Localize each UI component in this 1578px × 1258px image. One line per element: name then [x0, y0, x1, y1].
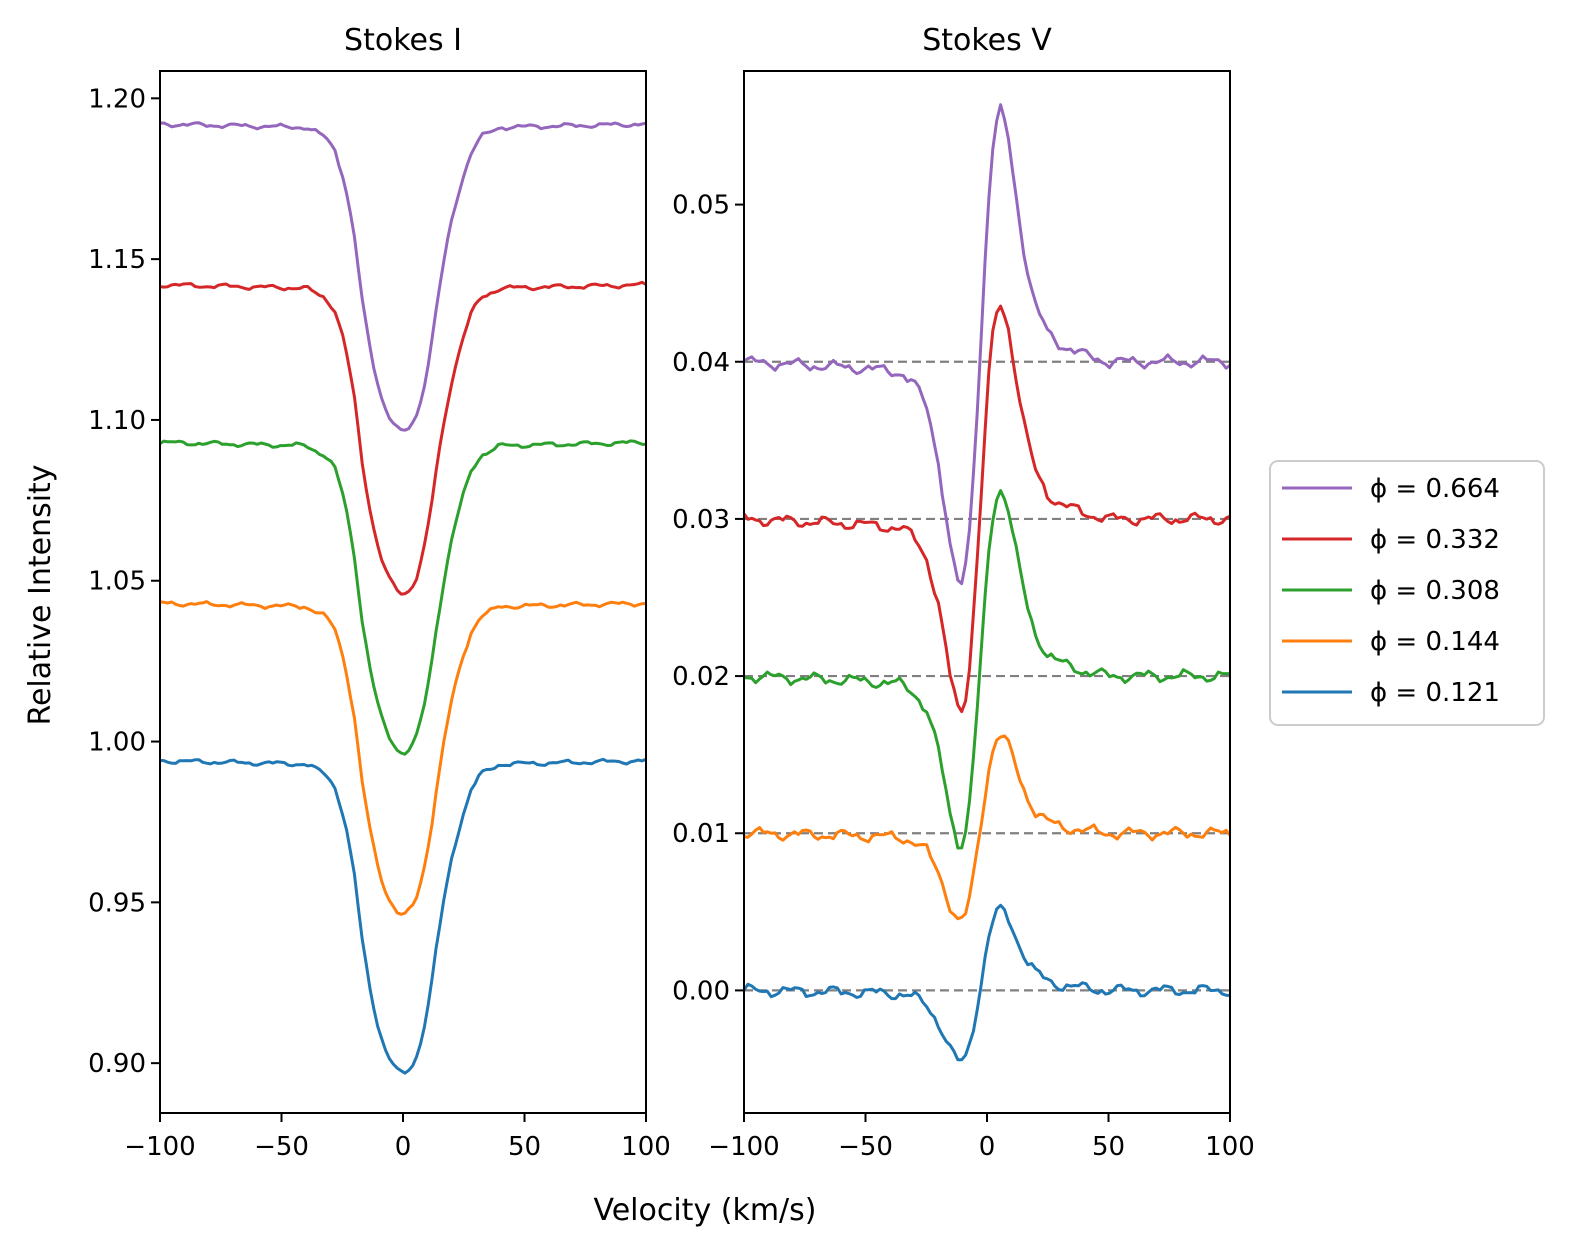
stokes-v-y-tick-label: 0.00: [672, 976, 730, 1006]
stokes-v-series-line: [742, 304, 1231, 714]
stokes-v-x-tick-label: 0: [979, 1132, 996, 1162]
stokes-v-series-line: [743, 103, 1231, 586]
stokes-v-x-tick-label: −50: [838, 1132, 893, 1162]
stokes-i-y-tick-label: 0.95: [88, 888, 146, 918]
stokes-i-y-tick-label: 0.90: [88, 1049, 146, 1079]
stokes-v-lines: [742, 103, 1232, 1062]
stokes-i-series-line: [159, 757, 647, 1075]
stokes-v-title: Stokes V: [922, 23, 1052, 58]
stokes-v-y-tick-label: 0.04: [672, 348, 730, 378]
stokes-i-x-ticks: −100 −50 0 50 100: [124, 1113, 671, 1162]
stokes-i-y-tick-label: 1.00: [88, 728, 146, 758]
stokes-i-y-tick-label: 1.20: [88, 84, 146, 114]
stokes-v-x-ticks: −100 −50 0 50 100: [708, 1113, 1255, 1162]
stokes-i-y-tick-label: 1.05: [88, 567, 146, 597]
stokes-v-x-tick-label: 50: [1092, 1132, 1125, 1162]
stokes-v-axes-frame: [743, 70, 1231, 1114]
legend: ϕ = 0.664 ϕ = 0.332 ϕ = 0.308 ϕ = 0.144 ϕ = …: [1269, 460, 1545, 726]
stokes-i-series-line: [159, 121, 647, 432]
stokes-i-x-tick-label: −50: [254, 1132, 309, 1162]
stokes-v-x-tick-label: 100: [1205, 1132, 1255, 1162]
stokes-v-y-tick-label: 0.05: [672, 191, 730, 221]
legend-label: ϕ = 0.121: [1370, 678, 1500, 708]
stokes-i-x-tick-label: 100: [621, 1132, 671, 1162]
stokes-v-y-tick-label: 0.03: [672, 505, 730, 535]
legend-label: ϕ = 0.308: [1370, 576, 1500, 606]
stokes-i-lines: [159, 121, 647, 1075]
legend-box: [1269, 460, 1545, 726]
stokes-v-y-tick-label: 0.02: [672, 662, 730, 692]
stokes-v-reference-lines: [744, 360, 1230, 992]
stokes-i-series-line: [159, 280, 647, 596]
legend-label: ϕ = 0.332: [1370, 525, 1500, 555]
stokes-v-panel: Stokes V 0.00 0.01 0.02 0.03 0.04 0.05 −100 −5…: [672, 23, 1255, 1162]
stokes-i-x-tick-label: 50: [508, 1132, 541, 1162]
legend-label: ϕ = 0.144: [1370, 627, 1500, 657]
stokes-i-series-line: [159, 439, 647, 756]
stokes-i-title: Stokes I: [344, 23, 462, 58]
stokes-v-series-line: [743, 489, 1231, 850]
stokes-v-y-tick-label: 0.01: [672, 819, 730, 849]
stokes-v-y-ticks: 0.00 0.01 0.02 0.03 0.04 0.05: [672, 191, 744, 1006]
stokes-i-x-tick-label: −100: [124, 1132, 195, 1162]
legend-entries: ϕ = 0.664 ϕ = 0.332 ϕ = 0.308 ϕ = 0.144 ϕ = …: [1282, 474, 1500, 708]
shared-x-axis-label: Velocity (km/s): [594, 1193, 817, 1228]
stokes-i-y-tick-label: 1.10: [88, 406, 146, 436]
stokes-i-panel: Stokes I 0.90 0.95 1.00 1.05 1.10 1.15 1.20 −1…: [23, 23, 671, 1162]
stokes-v-x-tick-label: −100: [708, 1132, 779, 1162]
stokes-i-x-tick-label: 0: [395, 1132, 412, 1162]
stokes-v-series-line: [743, 734, 1232, 921]
stokes-i-series-line: [159, 600, 647, 916]
legend-label: ϕ = 0.664: [1370, 474, 1500, 504]
stokes-i-y-ticks: 0.90 0.95 1.00 1.05 1.10 1.15 1.20: [88, 84, 160, 1079]
stokes-i-axes-frame: [159, 70, 647, 1114]
stokes-v-series-line: [742, 903, 1231, 1062]
stokes-i-y-tick-label: 1.15: [88, 245, 146, 275]
stokes-i-y-axis-label: Relative Intensity: [23, 464, 58, 725]
